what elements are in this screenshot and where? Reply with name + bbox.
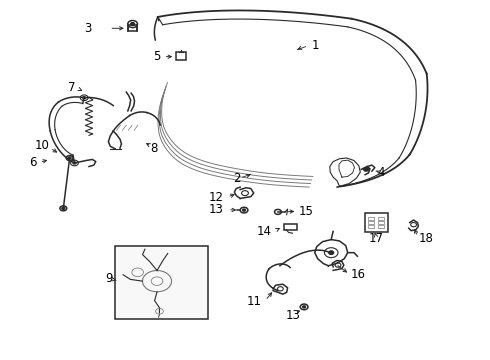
Text: 17: 17 <box>368 231 383 245</box>
Text: 10: 10 <box>35 139 50 152</box>
Bar <box>368 221 374 224</box>
Text: 11: 11 <box>246 295 262 308</box>
Bar <box>378 217 384 220</box>
Text: 12: 12 <box>209 190 223 203</box>
Circle shape <box>243 209 245 211</box>
Bar <box>115 246 208 319</box>
Bar <box>128 26 138 31</box>
Text: 8: 8 <box>150 141 158 154</box>
Text: 2: 2 <box>234 172 241 185</box>
Text: 6: 6 <box>29 157 37 170</box>
Text: 16: 16 <box>351 269 366 282</box>
Bar <box>176 53 186 60</box>
Circle shape <box>62 207 65 210</box>
Circle shape <box>303 306 306 308</box>
Text: 18: 18 <box>418 231 433 245</box>
Bar <box>365 213 389 233</box>
Text: 3: 3 <box>84 22 92 35</box>
Text: 15: 15 <box>298 205 313 218</box>
Text: 4: 4 <box>378 166 385 179</box>
Circle shape <box>73 162 76 164</box>
Text: 13: 13 <box>286 309 301 322</box>
Circle shape <box>131 23 135 26</box>
Text: 14: 14 <box>257 225 271 238</box>
Text: 1: 1 <box>312 39 319 52</box>
Circle shape <box>329 251 334 255</box>
Circle shape <box>68 157 71 159</box>
Bar <box>368 217 374 220</box>
Text: 13: 13 <box>209 203 223 216</box>
Text: 5: 5 <box>153 50 161 63</box>
Circle shape <box>83 97 86 99</box>
Circle shape <box>364 168 368 171</box>
Bar <box>368 225 374 228</box>
Bar <box>378 221 384 224</box>
Bar <box>378 225 384 228</box>
Text: 9: 9 <box>106 272 113 285</box>
Text: 7: 7 <box>68 81 75 94</box>
Bar <box>284 224 297 230</box>
